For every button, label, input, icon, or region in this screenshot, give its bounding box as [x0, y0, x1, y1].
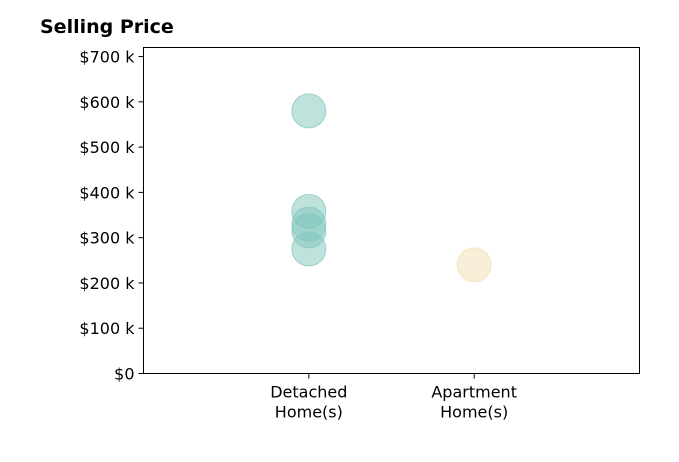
y-tick-label-5: $500 k: [79, 138, 135, 157]
data-point-1-0: [456, 247, 492, 283]
x-tick-label-0: Detached Home(s): [270, 383, 347, 422]
x-tick-label-1: Apartment Home(s): [431, 383, 517, 422]
plot-frame: [143, 47, 640, 374]
data-point-0-0: [291, 93, 327, 129]
y-tick-label-1: $100 k: [79, 319, 135, 338]
y-tick-label-0: $0: [114, 365, 134, 384]
y-tick-label-6: $600 k: [79, 93, 135, 112]
y-tick-label-7: $700 k: [79, 48, 135, 67]
chart-title: Selling Price: [40, 16, 174, 38]
y-tick-label-2: $200 k: [79, 274, 135, 293]
y-tick-label-4: $400 k: [79, 183, 135, 202]
data-point-0-4: [291, 231, 327, 267]
y-tick-label-3: $300 k: [79, 229, 135, 248]
